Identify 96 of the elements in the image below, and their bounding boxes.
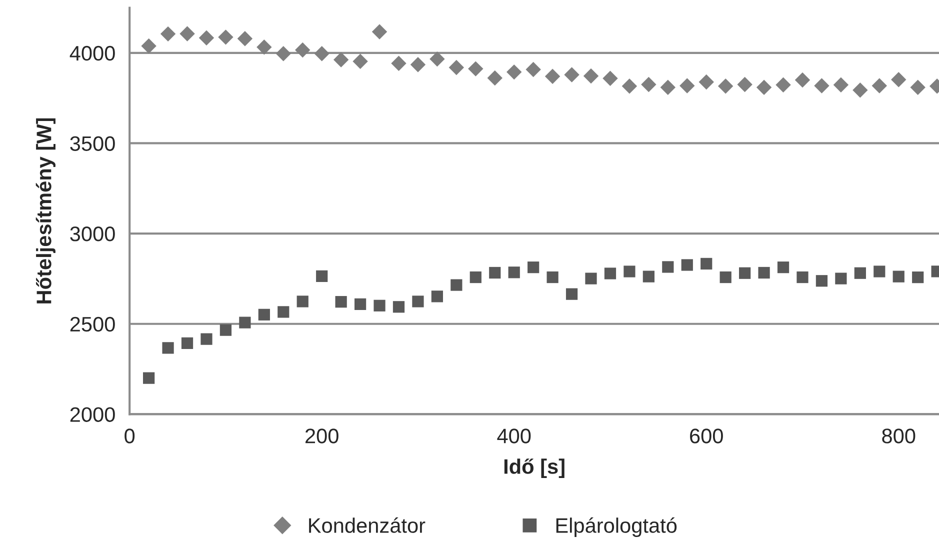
point [816, 275, 828, 287]
point [758, 266, 770, 279]
point [872, 78, 888, 94]
point [583, 68, 599, 84]
point [833, 77, 849, 92]
point [910, 80, 926, 96]
point [544, 68, 560, 84]
point [181, 337, 194, 350]
point [410, 57, 426, 72]
point [200, 333, 212, 345]
point [642, 270, 654, 282]
point [622, 78, 638, 94]
point [912, 271, 924, 284]
point [546, 271, 558, 284]
x-tick-label: 0 [124, 428, 135, 444]
point [256, 40, 272, 55]
point [450, 279, 462, 291]
x-tick-label: 800 [882, 428, 916, 444]
point [391, 56, 406, 71]
point [528, 262, 540, 274]
point [316, 270, 328, 282]
point [814, 78, 830, 94]
point [143, 372, 155, 384]
point [333, 52, 349, 68]
point [700, 258, 712, 270]
point [718, 78, 734, 94]
point [892, 270, 904, 282]
point [508, 266, 520, 278]
point [585, 272, 597, 284]
point [506, 64, 522, 80]
point [276, 46, 291, 62]
point [468, 61, 484, 76]
point [335, 296, 347, 308]
point [604, 268, 616, 280]
point [218, 30, 234, 45]
point [680, 78, 695, 94]
point [852, 82, 868, 98]
point [258, 308, 270, 320]
point [526, 62, 541, 78]
point [681, 259, 693, 271]
point [777, 262, 790, 274]
y-axis-title: Hőteljesítmény [W] [36, 118, 56, 304]
point [487, 70, 502, 86]
point [160, 26, 176, 42]
point [198, 30, 214, 46]
legend-label: Kondenzátor [309, 517, 426, 533]
y-tick-label: 3000 [70, 226, 115, 242]
point [660, 80, 676, 96]
point [278, 306, 290, 318]
point [372, 24, 388, 40]
legend-label: Elpárologtató [556, 517, 677, 538]
point [239, 316, 251, 328]
x-axis-title: Idő [s] [504, 458, 564, 478]
point [891, 72, 906, 88]
point [431, 290, 444, 302]
point [430, 51, 445, 67]
point [624, 266, 636, 278]
point [698, 74, 714, 90]
point [314, 46, 330, 62]
point [641, 76, 656, 92]
point [412, 296, 424, 308]
point [566, 288, 578, 300]
point [602, 70, 618, 86]
y-tick-label: 2500 [70, 316, 115, 332]
point [470, 271, 482, 284]
point [835, 272, 847, 284]
point [162, 342, 174, 354]
point [756, 80, 772, 96]
y-tick-label: 4000 [70, 46, 115, 61]
x-tick-label: 400 [497, 428, 531, 444]
point [854, 267, 866, 279]
point [489, 266, 501, 279]
point [374, 300, 386, 312]
point [141, 38, 156, 54]
point [295, 42, 310, 58]
point [296, 296, 308, 308]
point [739, 267, 751, 279]
point [564, 67, 580, 82]
point [392, 301, 405, 313]
x-tick-label: 200 [306, 428, 338, 444]
point [448, 60, 464, 76]
point [354, 298, 366, 310]
point [794, 72, 810, 88]
point [720, 271, 732, 284]
point [180, 26, 195, 42]
point [776, 77, 791, 92]
x-tick-label: 600 [690, 428, 723, 444]
y-tick-label: 3500 [70, 136, 115, 151]
point [737, 76, 752, 92]
point [220, 324, 232, 336]
point [662, 261, 674, 273]
point [237, 31, 253, 46]
point [796, 271, 808, 284]
point [352, 54, 368, 69]
y-tick-label: 2000 [70, 407, 115, 422]
point [874, 266, 886, 278]
